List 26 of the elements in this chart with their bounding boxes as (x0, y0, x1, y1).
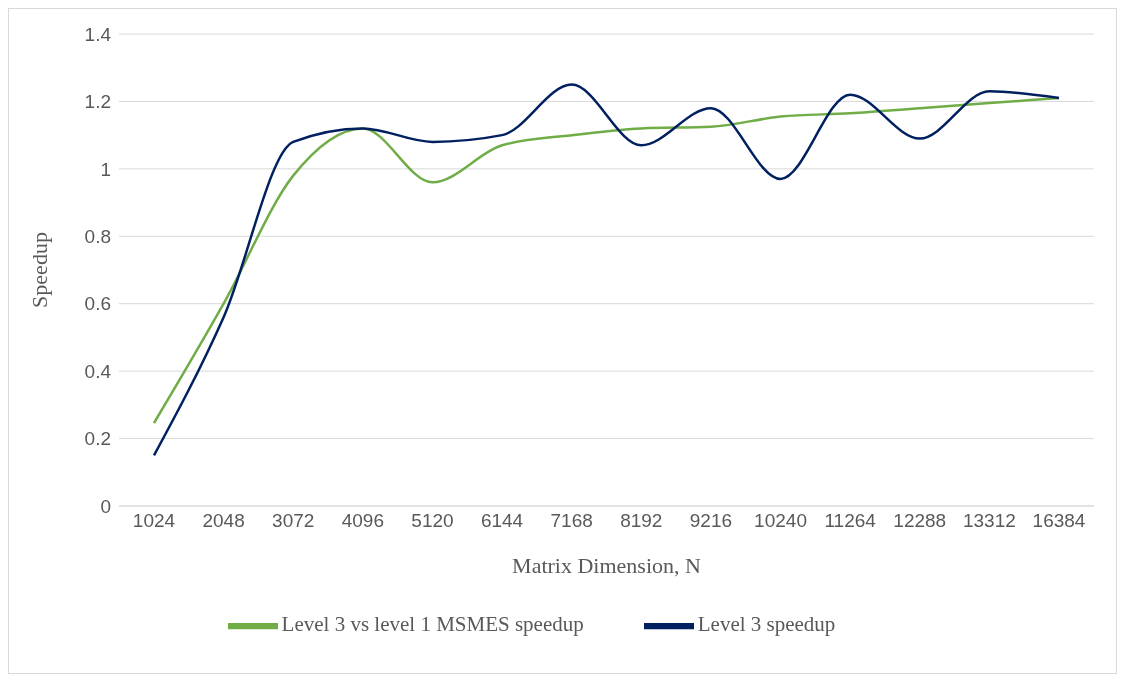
x-tick-label: 10240 (754, 510, 807, 532)
y-tick-label: 1.4 (84, 23, 112, 45)
x-tick-label: 4096 (341, 510, 384, 532)
y-tick-label: 0.8 (84, 226, 111, 248)
x-tick-label: 3072 (272, 510, 315, 532)
y-tick-label: 1 (100, 158, 111, 180)
x-tick-label: 16384 (1032, 510, 1086, 532)
legend-label: Level 3 vs level 1 MSMES speedup (281, 611, 584, 636)
y-axis-title: Speedup (26, 232, 52, 308)
x-axis-title: Matrix Dimension, N (512, 553, 702, 578)
x-tick-label: 1024 (132, 510, 176, 532)
x-tick-label: 13312 (962, 510, 1016, 532)
y-tick-label: 0 (100, 495, 111, 517)
y-tick-label: 0.6 (84, 293, 111, 315)
y-tick-label: 1.2 (84, 91, 111, 113)
x-tick-label: 9216 (689, 510, 733, 532)
y-tick-label: 0.2 (84, 428, 111, 450)
x-tick-label: 11264 (824, 510, 877, 532)
legend-label: Level 3 speedup (697, 611, 836, 636)
y-tick-label: 0.4 (84, 360, 112, 382)
x-tick-label: 2048 (202, 510, 245, 532)
x-tick-label: 8192 (620, 510, 663, 532)
x-tick-label: 6144 (480, 510, 524, 532)
x-tick-label: 7168 (550, 510, 593, 532)
x-tick-label: 5120 (411, 510, 454, 532)
x-tick-label: 12288 (893, 510, 947, 532)
